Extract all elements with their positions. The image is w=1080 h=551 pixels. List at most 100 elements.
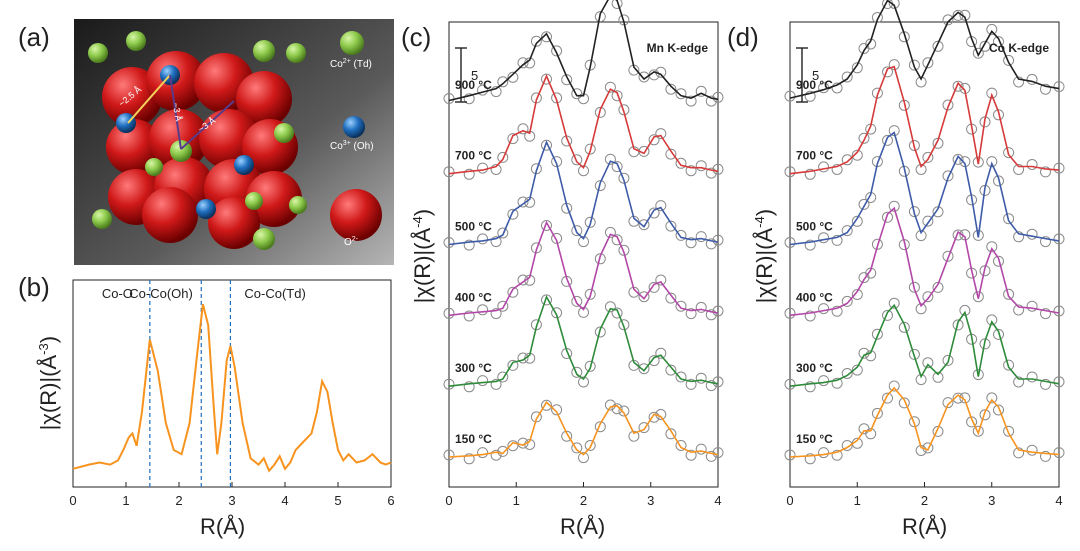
chart-d-point	[784, 166, 796, 178]
chart-d-point	[804, 453, 816, 465]
chart-c-point	[490, 236, 502, 248]
chart-d-point	[1003, 213, 1015, 225]
oxygen-atoms	[102, 51, 382, 249]
chart-c-point	[638, 422, 650, 434]
chart-d-point	[979, 40, 991, 52]
legend-co-oh: Co3+ (Oh)	[330, 140, 374, 152]
chart-d-point	[942, 170, 954, 182]
chart-d-point	[1013, 376, 1025, 388]
chart-d-point	[888, 380, 900, 392]
chart-d-point	[851, 149, 863, 161]
chart-c-point	[648, 134, 660, 146]
chart-d-point	[1026, 159, 1038, 170]
legend-co-td: Co2+ (Td)	[330, 58, 372, 70]
chart-c-point	[517, 57, 529, 69]
chart-c-series-label: 400 °C	[455, 290, 492, 304]
chart-c-point	[705, 238, 717, 250]
chart-c-series-label: 150 °C	[455, 432, 492, 446]
chart-c-ylabel: |χ(R)|(Å-4)	[409, 208, 436, 304]
chart-d-point	[882, 211, 893, 223]
chart-c-point	[517, 123, 529, 135]
chart-d-point	[1026, 228, 1038, 240]
chart-c-point	[695, 160, 707, 172]
chart-c-point	[712, 305, 724, 317]
chart-c-point	[638, 363, 650, 375]
chart-b-xtick-label: 4	[281, 493, 288, 508]
chart-c-point	[594, 253, 606, 265]
chart-c-point	[477, 375, 489, 387]
chart-d-point	[952, 319, 964, 331]
chart-d-point	[882, 392, 893, 404]
svg-text:O2-: O2-	[344, 236, 359, 248]
chart-d-point	[908, 416, 920, 428]
chart-d-point	[952, 153, 964, 165]
chart-c-point	[507, 286, 519, 298]
chart-d-point	[882, 134, 893, 146]
chart-d-point	[972, 369, 984, 381]
chart-c-point	[463, 93, 475, 105]
chart-c-point	[571, 295, 583, 307]
chart-d-point	[858, 423, 870, 435]
chart-c-point	[463, 310, 475, 322]
chart-c-point	[584, 216, 596, 228]
legend-o: O2-	[344, 236, 359, 248]
chart-c-point	[685, 308, 697, 320]
chart-d-point	[888, 0, 900, 9]
chart-c-point	[604, 301, 616, 313]
chart-d-series-line	[789, 303, 1060, 387]
chart-c-point	[578, 306, 589, 318]
chart-c-point	[477, 233, 489, 245]
chart-d-series-line	[789, 206, 1060, 317]
chart-d-point	[942, 354, 954, 366]
chart-c-point	[490, 449, 502, 461]
chart-c-point	[571, 154, 583, 166]
chart-c-point	[490, 308, 502, 320]
chart-c-point	[655, 128, 667, 140]
chart-c-scale-label: 5	[471, 68, 478, 83]
chart-c-series-label: 900 °C	[455, 78, 492, 92]
chart-d-point	[851, 289, 863, 300]
chart-c-point	[628, 430, 640, 442]
chart-c-point	[497, 300, 509, 312]
chart-d-point	[888, 297, 900, 309]
chart-d-point	[1053, 376, 1065, 388]
chart-d-point	[831, 377, 843, 389]
chart-c-series-line	[448, 0, 719, 102]
chart-c-point	[551, 307, 563, 319]
chart-d-point	[942, 99, 954, 111]
chart-c-point	[611, 234, 623, 246]
chart-d-xtick-label: 0	[786, 493, 793, 508]
chart-d-point	[898, 321, 910, 333]
chart-d-series-line	[789, 131, 1060, 246]
chart-c-xtick-label: 4	[714, 493, 721, 508]
chart-d-point	[841, 368, 853, 379]
distance-lines	[127, 74, 235, 150]
chart-c-point	[578, 376, 589, 388]
chart-d-point	[986, 87, 998, 99]
chart-c-point	[443, 307, 455, 319]
chart-c-series-label: 700 °C	[455, 149, 492, 163]
chart-d-point	[922, 357, 934, 369]
chart-d-point	[986, 314, 998, 326]
chart-d-xlabel: R(Å)	[902, 514, 948, 539]
chart-d-point	[993, 175, 1004, 187]
chart-d-series-label: 150 °C	[796, 432, 833, 446]
chart-c-point	[648, 355, 660, 367]
chart-d-point	[831, 449, 843, 461]
chart-d-point	[993, 255, 1004, 267]
chart-c-point	[604, 226, 616, 238]
chart-c-point	[712, 447, 724, 459]
chart-c-point	[477, 304, 489, 316]
chart-b-xtick-label: 1	[122, 493, 129, 508]
chart-c-point	[497, 445, 509, 457]
chart-d-point	[818, 161, 830, 173]
chart-d-scale-label: 5	[812, 68, 819, 83]
chart-c-point	[497, 227, 509, 239]
chart-c-point	[477, 447, 489, 459]
chart-c-point	[675, 88, 687, 100]
panel-label-a: (a)	[18, 22, 50, 52]
chart-d-series-line	[789, 65, 1060, 175]
chart-c-xtick-label: 3	[647, 493, 654, 508]
chart-c-point	[490, 86, 502, 98]
